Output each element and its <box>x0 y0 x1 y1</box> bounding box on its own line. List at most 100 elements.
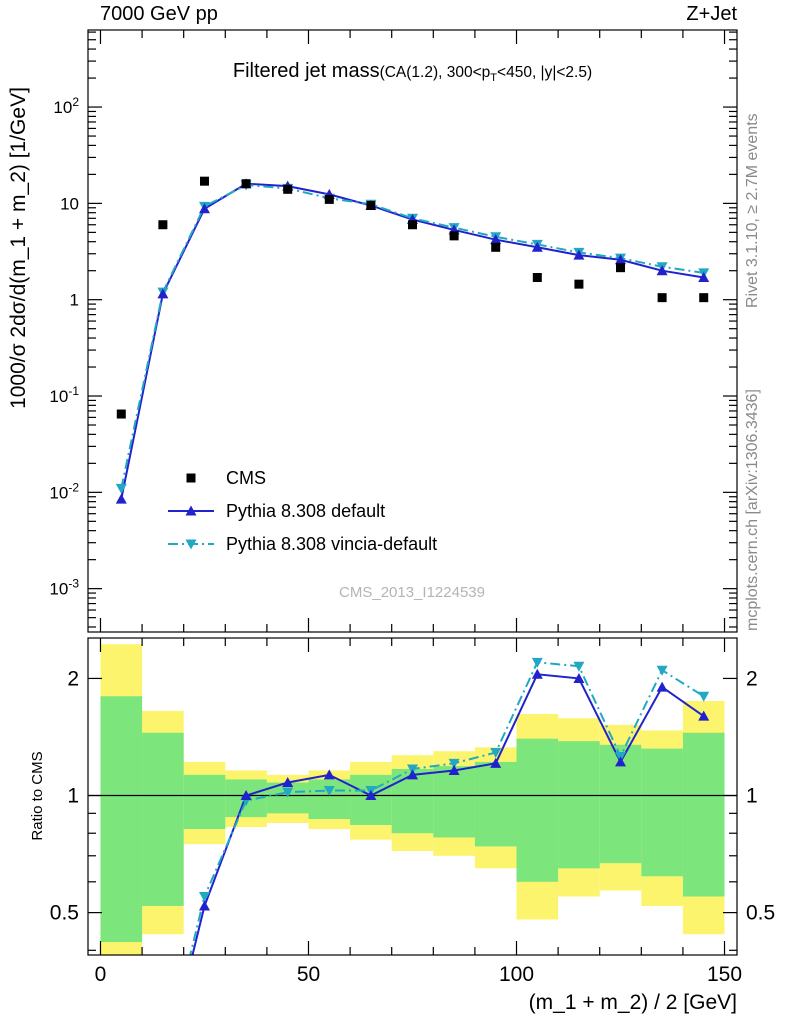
marker-ratio <box>573 672 585 683</box>
marker-ratio <box>698 710 710 721</box>
marker-ratio <box>448 758 460 769</box>
legend-label: Pythia 8.308 default <box>226 501 385 521</box>
marker-ratio <box>323 786 335 797</box>
band-stat-uncertainty <box>641 748 683 877</box>
marker-ratio <box>282 777 294 788</box>
mcplots-watermark: mcplots.cern.ch [arXiv:1306.3436] <box>744 389 761 631</box>
x-tick-label: 0 <box>95 963 107 986</box>
y-axis-title-main: 1000/σ 2dσ/d(m_1 + m_2) [1/GeV] <box>7 87 30 409</box>
marker-ratio <box>615 756 627 767</box>
marker-main <box>574 279 584 289</box>
marker-main <box>115 483 127 494</box>
marker-main <box>115 493 127 504</box>
marker-main <box>532 272 542 282</box>
marker-main <box>241 179 251 189</box>
main-frame <box>87 29 738 633</box>
marker-ratio <box>531 668 543 679</box>
band-stat-uncertainty <box>433 766 475 838</box>
marker-ratio <box>531 657 543 668</box>
band-stat-uncertainty <box>558 741 600 869</box>
marker-ratio <box>198 892 210 903</box>
marker-ratio <box>365 790 377 801</box>
main-panel-series <box>115 176 710 504</box>
marker-ratio <box>198 900 210 911</box>
y-tick-label-ratio-right: 0.5 <box>746 902 775 925</box>
plot-title: Filtered jet mass(CA(1.2), 300<pT<450, |… <box>233 60 592 84</box>
marker-main <box>157 288 169 299</box>
y-tick-label-main: 1 <box>70 291 79 310</box>
marker-ratio <box>698 691 710 702</box>
marker-main <box>449 231 459 241</box>
series-line-main <box>120 184 704 489</box>
band-stat-uncertainty <box>516 738 559 882</box>
legend-marker <box>185 505 197 516</box>
x-tick-label: 100 <box>499 963 534 986</box>
rivet-version-watermark: Rivet 3.1.10, ≥ 2.7M events <box>744 113 761 308</box>
y-tick-label-ratio-left: 1 <box>67 785 79 808</box>
band-stat-uncertainty <box>391 769 434 834</box>
marker-main <box>698 271 710 282</box>
legend-marker <box>186 473 196 483</box>
marker-ratio <box>573 661 585 672</box>
y-tick-label-ratio-left: 0.5 <box>50 902 79 925</box>
y-tick-label-main: 10-1 <box>49 384 79 406</box>
y-tick-label-ratio-left: 2 <box>67 667 79 690</box>
process-label: Z+Jet <box>686 3 737 25</box>
marker-main <box>198 203 210 214</box>
y-tick-label-ratio-right: 2 <box>746 667 758 690</box>
marker-ratio <box>448 764 460 775</box>
marker-ratio <box>407 769 418 780</box>
y-axis-title-ratio: Ratio to CMS <box>29 751 46 840</box>
axis-ticks <box>88 30 737 955</box>
marker-main <box>656 265 668 276</box>
ratio-frame <box>87 637 738 956</box>
marker-main <box>199 176 209 186</box>
marker-main <box>616 263 626 273</box>
band-stat-uncertainty <box>142 732 184 906</box>
ratio-panel-series <box>189 657 710 955</box>
marker-ratio <box>323 769 335 780</box>
y-tick-label-main: 10-2 <box>49 480 79 502</box>
marker-main <box>573 249 585 260</box>
band-stat-uncertainty <box>183 774 226 830</box>
band-stat-uncertainty <box>682 732 725 897</box>
marker-main <box>408 220 417 230</box>
x-tick-label: 50 <box>297 963 320 986</box>
marker-main <box>324 194 334 204</box>
marker-ratio <box>490 757 502 768</box>
x-tick-label: 150 <box>707 963 742 986</box>
marker-ratio <box>240 790 252 801</box>
marker-main <box>283 184 293 194</box>
y-tick-label-ratio-right: 1 <box>746 785 758 808</box>
marker-main <box>699 293 709 303</box>
marker-ratio <box>656 665 668 676</box>
marker-main <box>366 201 376 211</box>
marker-main <box>531 241 543 252</box>
beam-energy-label: 7000 GeV pp <box>100 3 218 25</box>
axis-labels: 10-3 10-2 10-1 1 10 102 0.5 0.5 1 1 2 2 0 50 100 150 (m_… <box>7 60 775 1014</box>
legend-marker <box>185 539 197 550</box>
y-tick-label-main: 10 <box>60 194 79 213</box>
band-stat-uncertainty <box>308 779 351 820</box>
marker-main <box>116 409 126 419</box>
marker-main <box>615 254 627 265</box>
marker-main <box>490 234 502 245</box>
band-stat-uncertainty <box>474 761 517 847</box>
marker-ratio <box>490 748 502 759</box>
analysis-id-watermark: CMS_2013_I1224539 <box>339 584 485 601</box>
series-line-main <box>120 182 704 500</box>
band-stat-uncertainty <box>100 696 143 943</box>
uncertainty-bands <box>100 644 725 955</box>
y-tick-label-main: 102 <box>53 95 79 117</box>
x-axis-title: (m_1 + m_2) / 2 [GeV] <box>529 991 737 1014</box>
legend-label: Pythia 8.308 vincia-default <box>226 534 437 554</box>
marker-main <box>657 293 667 303</box>
marker-ratio <box>282 787 294 798</box>
marker-main <box>158 220 168 230</box>
marker-ratio <box>656 681 668 692</box>
y-tick-label-main: 10-3 <box>49 577 79 599</box>
legend-label: CMS <box>226 468 266 488</box>
marker-main <box>491 242 501 252</box>
